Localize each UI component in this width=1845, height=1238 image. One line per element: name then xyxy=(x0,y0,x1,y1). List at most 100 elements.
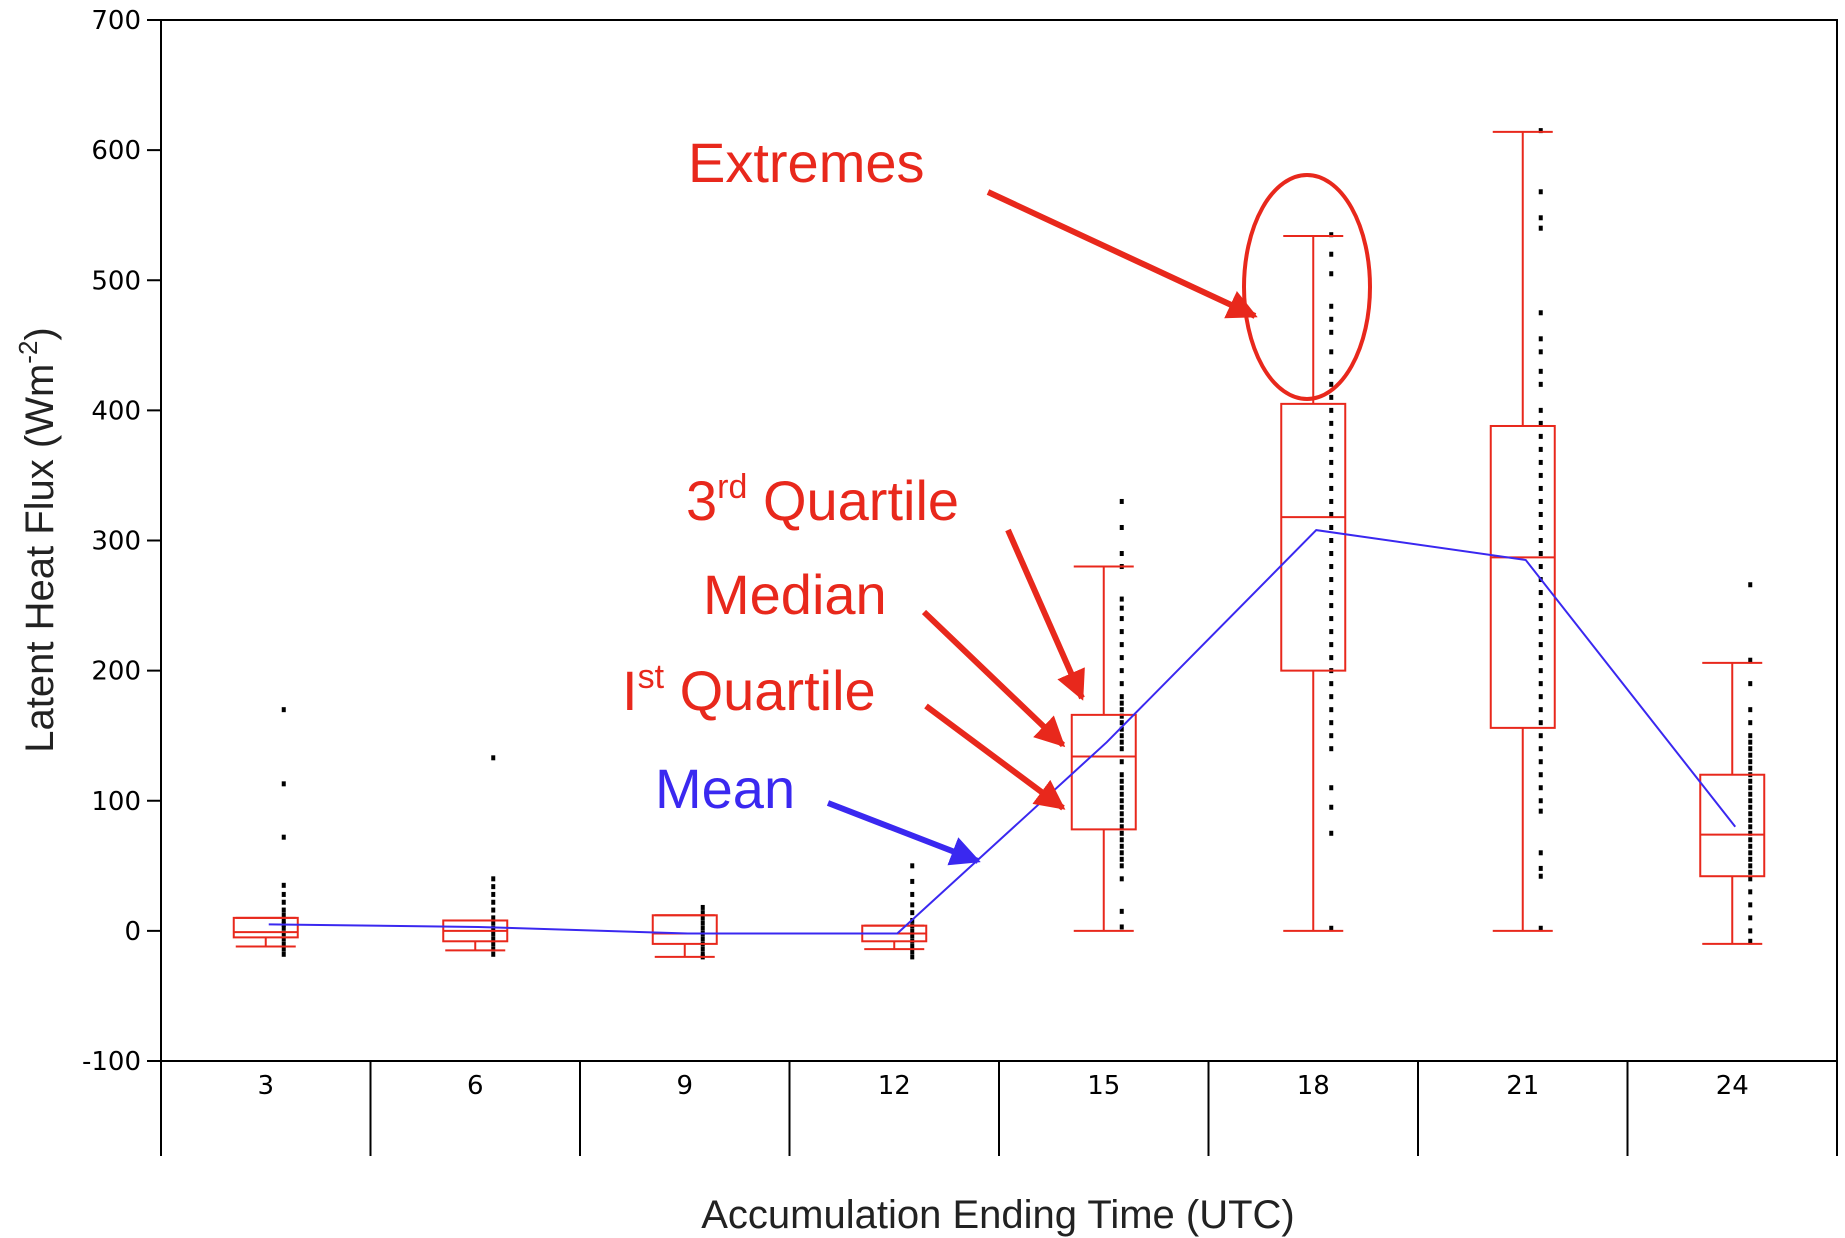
data-point xyxy=(281,882,286,888)
box-3 xyxy=(232,916,299,948)
data-point xyxy=(1538,336,1543,342)
data-point xyxy=(1538,538,1543,543)
annotation-third-quartile: 3rd Quartile xyxy=(686,468,959,532)
data-point xyxy=(1538,368,1543,374)
box-6 xyxy=(442,919,509,952)
data-point xyxy=(910,949,915,955)
data-point xyxy=(1748,863,1753,869)
data-point xyxy=(1538,433,1543,439)
data-point xyxy=(281,912,286,918)
data-point xyxy=(910,928,915,934)
data-point xyxy=(1119,605,1124,611)
data-point xyxy=(491,915,496,921)
data-point xyxy=(1119,843,1124,849)
data-point xyxy=(1748,759,1753,765)
y-tick-label: 100 xyxy=(91,787,141,817)
data-point xyxy=(491,884,496,890)
y-tick-label: 500 xyxy=(91,266,141,296)
data-point xyxy=(1538,655,1543,661)
data-point xyxy=(1748,850,1753,856)
data-point xyxy=(1119,681,1124,687)
data-point xyxy=(1329,446,1334,452)
data-point xyxy=(1538,225,1543,231)
data-point xyxy=(1748,657,1753,663)
data-point xyxy=(1119,908,1124,914)
data-point xyxy=(1748,681,1753,687)
data-point xyxy=(1748,746,1753,752)
data-point xyxy=(1748,824,1753,830)
data-point xyxy=(1119,863,1124,869)
data-point xyxy=(1329,303,1334,309)
data-point xyxy=(1119,655,1124,661)
data-point xyxy=(1119,726,1124,732)
data-point xyxy=(491,876,496,882)
y-tick-label: -100 xyxy=(82,1047,141,1077)
data-point xyxy=(281,925,286,931)
data-point xyxy=(281,936,286,942)
data-point xyxy=(910,910,915,916)
x-axis: 3 6 9 12 15 18 21 24 xyxy=(160,1061,1838,1156)
y-tick-label: 700 xyxy=(91,6,141,36)
box-24 xyxy=(1699,661,1766,945)
data-point xyxy=(910,863,915,869)
data-point xyxy=(281,899,286,905)
data-point xyxy=(1329,603,1334,609)
data-point xyxy=(1748,817,1753,823)
data-point xyxy=(1329,707,1334,713)
data-point xyxy=(491,946,496,952)
data-point xyxy=(1748,902,1753,908)
data-point xyxy=(1329,511,1334,517)
data-point xyxy=(1538,459,1543,465)
data-point xyxy=(1748,804,1753,810)
data-point xyxy=(1538,215,1543,221)
data-point xyxy=(1329,433,1334,439)
y-tick-label: 600 xyxy=(91,136,141,166)
data-point xyxy=(281,917,286,923)
data-point xyxy=(1748,843,1753,849)
data-point xyxy=(1538,798,1543,804)
annotation-first-quartile: Ist Quartile xyxy=(622,658,876,722)
data-point xyxy=(1329,746,1334,752)
data-point xyxy=(1329,616,1334,622)
data-point xyxy=(1538,785,1543,791)
mean-arrow xyxy=(826,800,981,866)
y-axis: -100 0 100 200 300 400 500 600 700 xyxy=(82,6,161,1077)
data-point xyxy=(1329,251,1334,257)
data-point xyxy=(1538,381,1543,387)
data-point xyxy=(1329,485,1334,491)
data-point xyxy=(1748,928,1753,934)
box-15 xyxy=(1070,565,1137,932)
box-12 xyxy=(861,924,928,951)
x-tick-label: 24 xyxy=(1716,1071,1749,1101)
box-21 xyxy=(1489,130,1556,932)
boxes xyxy=(232,130,1766,958)
data-point xyxy=(1538,642,1543,648)
y-tick-label: 200 xyxy=(91,657,141,687)
data-point xyxy=(1538,446,1543,452)
data-point xyxy=(1329,349,1334,355)
y-tick-label: 300 xyxy=(91,527,141,557)
data-point xyxy=(1538,472,1543,478)
data-point xyxy=(1119,830,1124,836)
iqr-box xyxy=(1699,773,1766,878)
data-point xyxy=(491,941,496,947)
data-point xyxy=(1538,498,1543,504)
x-tick-label: 9 xyxy=(676,1071,693,1101)
data-point xyxy=(1748,785,1753,791)
data-point xyxy=(1329,785,1334,791)
data-point xyxy=(1538,420,1543,426)
data-point xyxy=(1538,707,1543,713)
data-point xyxy=(1538,925,1543,931)
data-point xyxy=(1329,720,1334,726)
data-point xyxy=(1329,498,1334,504)
data-point xyxy=(1538,772,1543,778)
data-point xyxy=(1119,856,1124,862)
data-point xyxy=(1119,616,1124,622)
data-point xyxy=(1119,733,1124,739)
box-18 xyxy=(1280,235,1347,932)
data-point xyxy=(281,930,286,936)
data-point xyxy=(1119,804,1124,810)
median-arrow xyxy=(921,609,1066,748)
data-point xyxy=(910,878,915,884)
data-point xyxy=(1538,511,1543,517)
